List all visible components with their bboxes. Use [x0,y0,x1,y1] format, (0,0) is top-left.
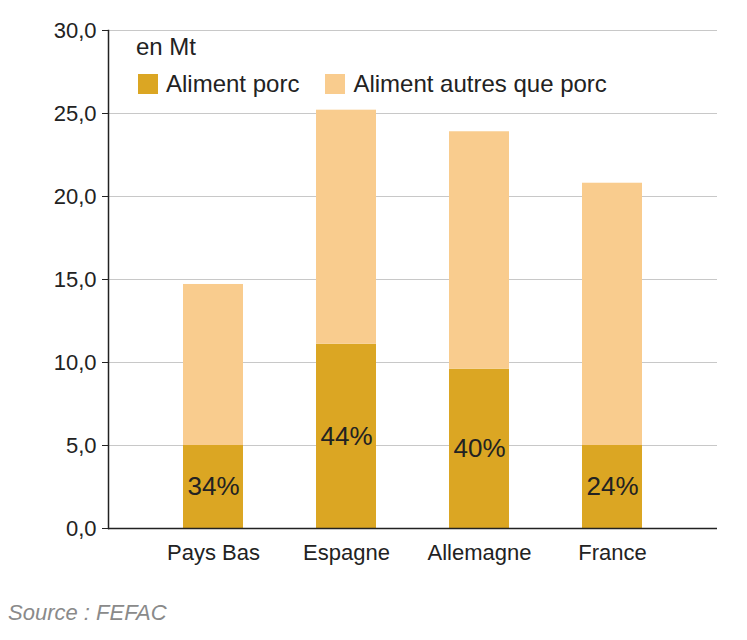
svg-text:5,0: 5,0 [66,433,97,458]
svg-text:15,0: 15,0 [54,267,97,292]
svg-text:30,0: 30,0 [54,18,97,43]
svg-text:34%34: 34%34 [187,471,239,501]
svg-text:Espagne: Espagne [303,540,390,565]
svg-text:24%24: 24%24 [586,471,638,501]
svg-text:0,0: 0,0 [66,516,97,541]
svg-text:Pays Bas: Pays Bas [167,540,260,565]
svg-text:Allemagne: Allemagne [428,540,532,565]
html-text:en Mt: en Mt [136,33,196,60]
svg-text:44%44: 44%44 [320,421,372,451]
html-text:Source : FEFAC: Source : FEFAC [8,600,167,625]
svg-text:20,0: 20,0 [54,184,97,209]
svg-text:10,0: 10,0 [54,350,97,375]
svg-text:25,0: 25,0 [54,101,97,126]
html-text:Aliment porc: Aliment porc [166,70,300,97]
html-text:Aliment autres que porc: Aliment autres que porc [353,70,607,97]
svg-text:40%40: 40%40 [453,433,505,463]
svg-text:France: France [578,540,646,565]
